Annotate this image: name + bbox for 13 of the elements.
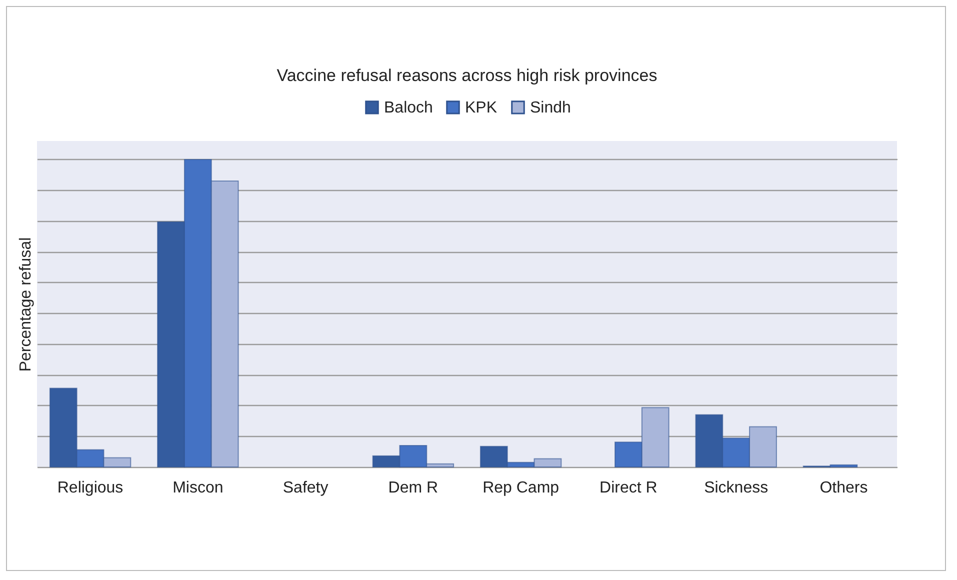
y-axis-title: Percentage refusal [18,237,34,372]
x-tick-label: Miscon [172,480,224,496]
x-tick-label: Safety [282,480,328,496]
x-tick-label: Rep Camp [482,480,560,496]
x-tick-label: Dem R [388,480,438,496]
x-tick-label: Sickness [704,480,768,496]
x-tick-label: Religious [57,480,124,496]
legend-label: KPK [465,99,498,116]
legend-label: Sindh [530,99,571,116]
chart-title: Vaccine refusal reasons across high risk provinces [276,66,658,85]
legend-label: Baloch [384,99,433,116]
x-tick-label: Direct R [600,480,658,496]
x-tick-label: Others [820,480,868,496]
